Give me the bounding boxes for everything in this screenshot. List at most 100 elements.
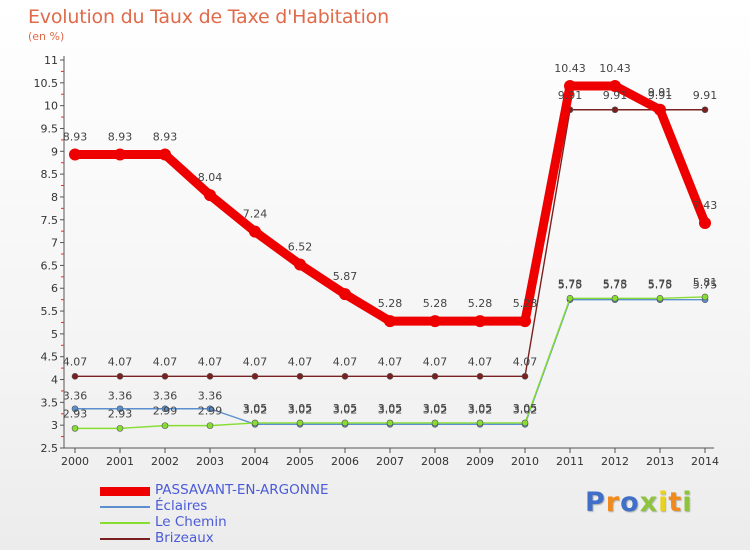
y-tick-label: 7 (51, 237, 58, 250)
data-label: 5.28 (423, 297, 448, 310)
data-point (114, 148, 126, 161)
legend-label-eclaires: Éclaires (155, 498, 208, 514)
data-point (386, 373, 394, 380)
data-label: 3.02 (423, 403, 448, 416)
x-tick-label: 2010 (511, 455, 539, 468)
data-label: 3.05 (288, 402, 313, 415)
data-point (431, 373, 439, 380)
data-point (521, 373, 529, 380)
data-label: 5.81 (693, 276, 718, 289)
data-label: 6.52 (288, 240, 313, 253)
data-label: 3.36 (63, 390, 88, 403)
data-label: 9.91 (693, 89, 718, 102)
data-label: 5.78 (558, 277, 583, 290)
data-point (251, 419, 259, 427)
x-tick-label: 2001 (106, 455, 134, 468)
data-point (429, 315, 441, 328)
data-point (206, 422, 214, 429)
data-label: 5.28 (378, 297, 403, 310)
data-label: 9.91 (558, 89, 583, 102)
data-label: 3.05 (468, 402, 493, 415)
data-point (564, 80, 576, 93)
y-tick-label: 8.5 (41, 168, 59, 181)
data-label: 3.05 (423, 402, 448, 415)
data-label: 2.93 (108, 407, 133, 420)
x-tick-label: 2006 (331, 455, 359, 468)
legend-swatch-brizeaux (100, 538, 150, 540)
x-tick-label: 2007 (376, 455, 404, 468)
chart-title: Evolution du Taux de Taxe d'Habitation (28, 6, 389, 28)
x-tick-label: 2009 (466, 455, 494, 468)
data-label: 5.78 (648, 277, 673, 290)
legend-swatch-passavant (100, 487, 150, 496)
data-point (476, 419, 484, 427)
x-tick-label: 2012 (601, 455, 629, 468)
legend-item-eclaires: Éclaires (100, 498, 400, 516)
data-label: 3.05 (513, 402, 538, 415)
data-point (474, 315, 486, 328)
legend-item-passavant: PASSAVANT-EN-ARGONNE (100, 482, 400, 500)
legend-item-le-chemin: Le Chemin (100, 514, 400, 532)
x-tick-label: 2004 (241, 455, 269, 468)
y-tick-label: 6 (51, 282, 58, 295)
proxiti-logo: Proxiti (585, 487, 693, 518)
data-label: 2.99 (153, 405, 178, 418)
data-label: 3.36 (153, 390, 178, 403)
data-label: 3.02 (333, 403, 358, 416)
logo-letter: i (658, 487, 669, 518)
data-point (611, 106, 619, 114)
y-tick-label: 10.5 (34, 77, 59, 90)
y-tick-label: 4.5 (41, 351, 59, 364)
data-label: 5.87 (333, 270, 358, 283)
y-tick-label: 5.5 (41, 305, 59, 318)
data-label: 4.07 (468, 355, 493, 368)
data-point (161, 422, 169, 429)
data-point (339, 288, 351, 301)
logo-letter: r (605, 487, 621, 518)
data-point (159, 148, 171, 161)
data-point (71, 373, 79, 380)
data-point (249, 225, 261, 238)
data-label: 4.07 (513, 355, 538, 368)
data-point (116, 405, 124, 413)
data-point (71, 405, 79, 413)
data-point (206, 405, 214, 413)
data-label: 3.02 (288, 403, 313, 416)
data-label: 8.04 (198, 171, 223, 184)
data-label: 9.91 (603, 89, 628, 102)
x-tick-label: 2005 (286, 455, 314, 468)
data-label: 3.02 (513, 403, 538, 416)
chart-subtitle: (en %) (28, 30, 65, 43)
legend-label-passavant: PASSAVANT-EN-ARGONNE (155, 482, 329, 498)
data-point (654, 103, 666, 116)
data-label: 4.07 (63, 355, 88, 368)
y-tick-label: 3 (51, 419, 58, 432)
data-point (341, 419, 349, 427)
data-label: 5.75 (603, 279, 628, 292)
legend-swatch-eclaires (100, 506, 150, 508)
logo-letter: x (639, 487, 659, 518)
data-point (609, 80, 621, 93)
data-label: 3.02 (378, 403, 403, 416)
data-point (161, 405, 169, 413)
data-label: 5.75 (693, 279, 718, 292)
data-point (116, 373, 124, 380)
x-tick-label: 2011 (556, 455, 584, 468)
data-label: 5.78 (603, 277, 628, 290)
data-label: 4.07 (108, 355, 133, 368)
data-point (251, 373, 259, 380)
data-label: 3.02 (468, 403, 493, 416)
data-label: 8.93 (108, 130, 133, 143)
data-point (519, 315, 531, 328)
legend-label-le-chemin: Le Chemin (155, 514, 227, 530)
x-tick-label: 2002 (151, 455, 179, 468)
data-point (611, 294, 619, 302)
logo-letter: P (585, 487, 606, 518)
data-label: 3.02 (243, 403, 268, 416)
y-tick-label: 4 (51, 374, 58, 387)
data-label: 9.91 (648, 89, 673, 102)
logo-letter: i (682, 487, 693, 518)
data-label: 4.07 (378, 355, 403, 368)
x-tick-label: 2000 (61, 455, 89, 468)
